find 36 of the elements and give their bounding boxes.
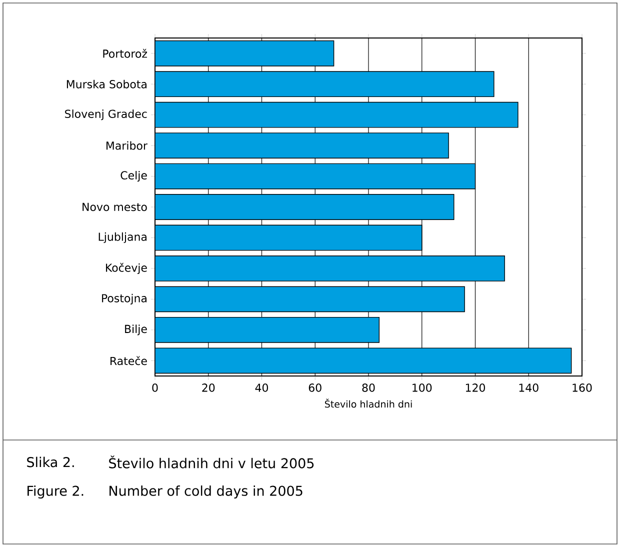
y-tick-label: Novo mesto: [82, 202, 147, 212]
y-tick-label: Maribor: [106, 141, 148, 150]
y-tick-label: Murska Sobota: [66, 80, 146, 88]
y-tick-label: Portorož: [103, 48, 148, 58]
bar: [155, 40, 334, 66]
bar: [155, 316, 380, 343]
bar: [155, 286, 465, 312]
x-tick-label: 40: [255, 384, 268, 392]
x-tick-label: 0: [152, 384, 158, 392]
caption: Figure 2.: [28, 485, 84, 499]
x-tick-label: 100: [412, 384, 432, 392]
bar: [155, 102, 518, 128]
x-tick-label: 120: [466, 384, 486, 392]
y-tick-label: Celje: [120, 170, 147, 182]
bar: [155, 132, 449, 158]
bar: [155, 71, 494, 98]
y-tick-label: Rateče: [110, 356, 147, 366]
x-axis-title: Število hladnih dni: [325, 398, 412, 408]
bar: [155, 256, 505, 282]
text: Slika 2.: [27, 456, 74, 468]
bar: [155, 163, 476, 190]
y-tick-label: Bilje: [125, 324, 147, 336]
y-tick-label: Kočevje: [106, 262, 147, 274]
y-tick-label: Ljubljana: [98, 232, 146, 244]
x-tick-label: 20: [202, 384, 215, 392]
x-tick-label: 140: [519, 384, 538, 392]
x-tick-label: 60: [308, 384, 322, 392]
text: Number of cold days in 2005: [110, 485, 302, 499]
y-tick-label: Slovenj Gradec: [65, 109, 147, 120]
text: Število hladnih dni v letu 2005: [109, 456, 314, 468]
y-tick-label: Postojna: [102, 294, 146, 305]
x-tick-label: 80: [362, 384, 375, 392]
bar: [155, 194, 454, 220]
bar: [155, 224, 422, 251]
x-tick-label: 160: [572, 384, 592, 392]
bar: [155, 348, 572, 374]
